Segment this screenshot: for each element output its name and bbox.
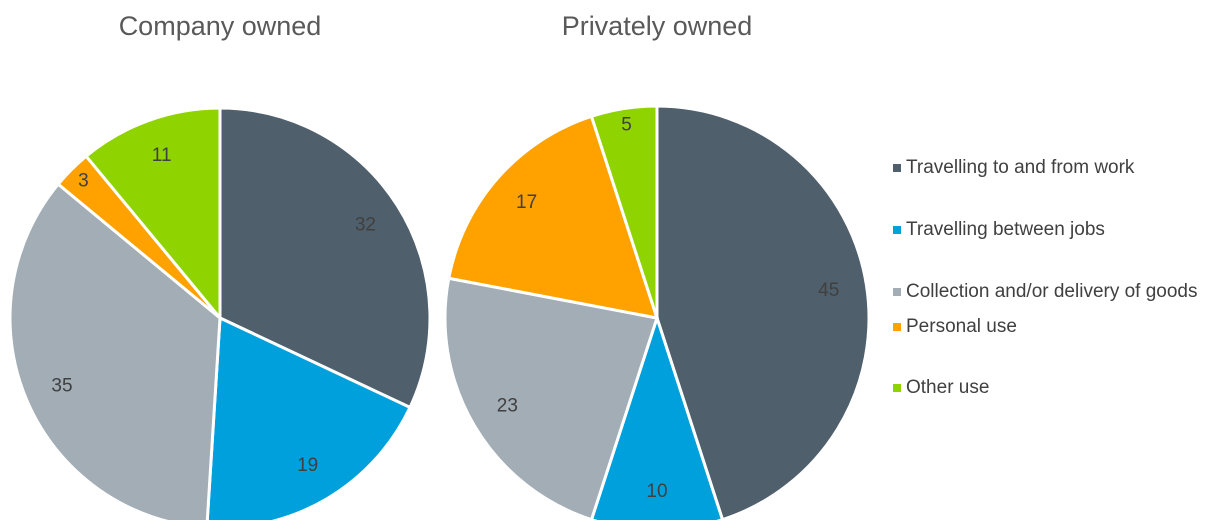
pie-slice	[218, 106, 432, 410]
data-label: 23	[497, 396, 518, 417]
legend-label: Personal use	[906, 316, 1017, 337]
data-label: 19	[297, 455, 318, 476]
data-label: 10	[646, 481, 667, 502]
legend-swatch	[893, 288, 901, 296]
legend-item: Travelling between jobs	[893, 217, 1203, 242]
pie-slice	[8, 182, 222, 520]
data-label: 3	[78, 170, 89, 191]
pie-slice	[589, 313, 725, 520]
data-label: 11	[152, 145, 172, 166]
data-label: 35	[51, 375, 72, 396]
legend: Travelling to and from work Travelling be…	[893, 155, 1203, 400]
legend-label: Travelling to and from work	[906, 157, 1135, 178]
legend-swatch	[893, 384, 901, 392]
pie-slice	[205, 315, 413, 520]
pie-slice	[589, 104, 659, 319]
chart-title: Privately owned	[562, 11, 753, 41]
data-label: 5	[621, 114, 632, 135]
legend-item: Other use	[893, 375, 1203, 400]
data-label: 32	[355, 215, 376, 236]
legend-swatch	[893, 323, 901, 331]
legend-item: Collection and/or delivery of goods	[893, 279, 1203, 304]
legend-swatch	[893, 226, 901, 234]
pie-slice	[655, 104, 871, 520]
data-label: 17	[516, 192, 537, 213]
data-label: 45	[818, 280, 839, 301]
chart-title: Company owned	[119, 11, 322, 41]
legend-item: Personal use	[893, 314, 1203, 339]
pie-slice	[84, 106, 222, 323]
legend-label: Other use	[906, 377, 990, 398]
legend-label: Collection and/or delivery of goods	[906, 281, 1198, 302]
legend-label: Travelling between jobs	[906, 219, 1105, 240]
legend-item: Travelling to and from work	[893, 155, 1203, 180]
pie-slice	[443, 276, 659, 520]
pie-slice	[446, 114, 660, 320]
legend-swatch	[893, 164, 901, 172]
